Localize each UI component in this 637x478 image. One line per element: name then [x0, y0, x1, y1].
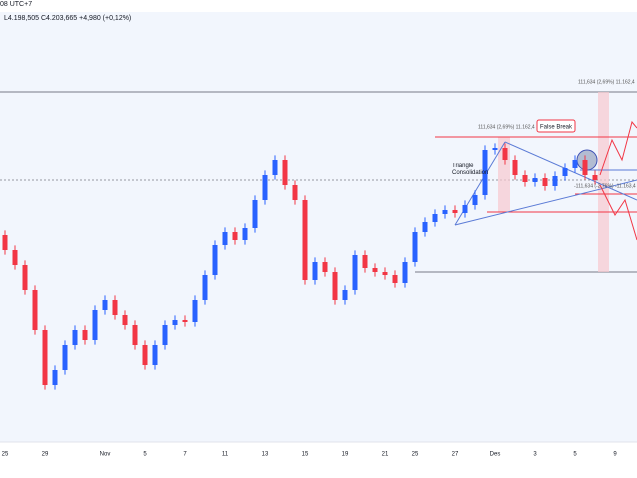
candle-body [502, 148, 508, 160]
x-tick-label: 5 [573, 452, 577, 458]
candle-body [442, 210, 448, 214]
candle-body [182, 320, 188, 322]
candle-body [332, 272, 338, 300]
annotation-box: Triangle Consolidation [452, 163, 489, 176]
x-tick-label: 25 [2, 452, 9, 458]
candle-body [302, 200, 308, 280]
axis-strip [0, 442, 637, 478]
annotation: Triangle Consolidation [452, 163, 489, 176]
x-tick-label: 13 [262, 452, 269, 458]
candle-body [492, 148, 498, 150]
candle-body [172, 320, 178, 325]
candle-body [162, 325, 168, 345]
annotation: -111,634 (-2,76%) -11.163,4 [574, 183, 636, 189]
candle-body [52, 370, 58, 385]
header-ohlc: L4.198,505 C4.203,665 +4,980 (+0,12%) [4, 15, 131, 22]
candle-body [392, 275, 398, 283]
x-tick-label: 15 [302, 452, 309, 458]
x-tick-label: 25 [412, 452, 419, 458]
annotation: 111,634 (2,69%) 11.162,4 [478, 124, 535, 130]
candle-body [322, 262, 328, 272]
candle-body [522, 175, 528, 182]
x-tick-label: 29 [42, 452, 49, 458]
range-box [598, 92, 609, 272]
triangle-line [504, 141, 637, 201]
candle-body [462, 205, 468, 213]
candle-body [402, 262, 408, 283]
triangle-line [454, 179, 637, 226]
candle-body [212, 245, 218, 275]
annotation: 111,634 (2,69%) 11.162,4 [578, 79, 635, 85]
candle-body [32, 290, 38, 330]
candle-body [352, 255, 358, 290]
candle-body [102, 300, 108, 310]
candle-body [472, 195, 478, 205]
x-tick-label: 27 [452, 452, 459, 458]
plot-background [0, 12, 637, 442]
candle-body [562, 168, 568, 176]
label-box [536, 119, 576, 133]
candle-body [2, 235, 8, 250]
projection [599, 184, 637, 241]
candle-body [362, 255, 368, 268]
candle-body [12, 250, 18, 265]
candle-body [82, 330, 88, 340]
candle-body [542, 178, 548, 186]
x-tick-label: 3 [533, 452, 537, 458]
candle-body [532, 178, 538, 182]
x-tick-label: 21 [382, 452, 389, 458]
candles [2, 143, 598, 390]
candle-body [372, 268, 378, 272]
candle-body [62, 345, 68, 370]
candle-body [312, 262, 318, 280]
x-tick-label: 7 [183, 452, 187, 458]
candle-body [422, 222, 428, 232]
candle-body [572, 160, 578, 168]
candle-body [42, 330, 48, 385]
candle-body [132, 325, 138, 345]
candle-body [382, 272, 388, 275]
candle-body [292, 185, 298, 200]
x-tick-label: 9 [613, 452, 617, 458]
header-timezone: 08 UTC+7 [0, 1, 32, 8]
candle-body [582, 160, 588, 175]
x-tick-label: 5 [143, 452, 147, 458]
candle-body [72, 330, 78, 345]
projection [599, 120, 637, 176]
candle-body [232, 232, 238, 240]
candle-body [342, 290, 348, 300]
candle-body [512, 160, 518, 175]
candle-body [242, 228, 248, 240]
candle-body [112, 300, 118, 315]
candle-body [282, 160, 288, 185]
x-tick-label: Des [490, 452, 501, 458]
candle-body [272, 160, 278, 175]
candle-body [202, 275, 208, 300]
candle-body [122, 315, 128, 325]
candle-body [592, 175, 598, 180]
candle-body [412, 232, 418, 262]
x-tick-label: 11 [222, 452, 229, 458]
candle-body [252, 200, 258, 228]
annotation: False Break [540, 125, 573, 131]
candle-body [552, 176, 558, 186]
candle-body [142, 345, 148, 365]
candle-body [222, 232, 228, 245]
candle-body [192, 300, 198, 322]
candle-body [22, 265, 28, 290]
x-tick-label: Nov [100, 452, 111, 458]
candle-body [262, 175, 268, 200]
candle-body [432, 214, 438, 222]
candle-body [482, 150, 488, 195]
candle-body [92, 310, 98, 340]
x-tick-label: 19 [342, 452, 349, 458]
candle-body [452, 210, 458, 213]
candle-body [152, 345, 158, 365]
